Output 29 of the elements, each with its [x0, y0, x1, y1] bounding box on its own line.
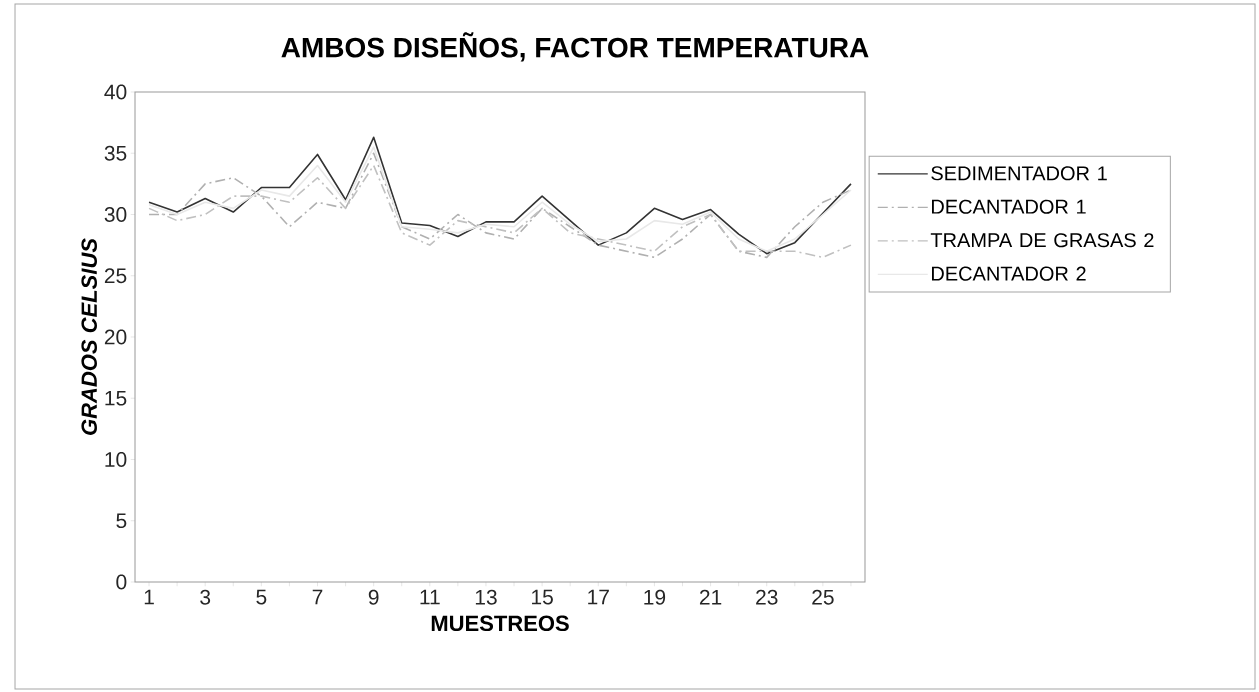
x-tick-label: 11 — [420, 589, 440, 605]
y-tick-label: 10 — [105, 452, 127, 467]
legend-label: DECANTADOR 2 — [932, 266, 1086, 281]
x-tick-label: 21 — [699, 589, 722, 605]
y-tick-label: 40 — [104, 84, 127, 100]
x-tick-label: 17 — [588, 589, 609, 605]
x-tick-label: 15 — [532, 589, 553, 605]
y-tick-label: 35 — [104, 145, 127, 161]
x-tick-label: 19 — [644, 589, 666, 605]
y-tick-label: 15 — [105, 390, 127, 406]
x-tick-label: 25 — [812, 589, 834, 605]
legend-label: TRAMPA DE GRASAS 2 — [930, 233, 1154, 248]
legend-label: DECANTADOR 1 — [932, 199, 1086, 214]
y-tick-label: 30 — [104, 207, 127, 222]
x-tick-label: 7 — [312, 589, 323, 605]
x-axis-title: MUESTREOS — [431, 615, 569, 632]
x-tick-label: 9 — [368, 589, 379, 605]
legend-label: SEDIMENTADOR 1 — [931, 166, 1107, 181]
x-tick-label: 1 — [144, 589, 154, 605]
y-tick-label: 5 — [116, 513, 127, 529]
x-tick-label: 23 — [756, 589, 778, 605]
x-tick-label: 3 — [200, 589, 211, 605]
y-axis-title: GRADOS CELSIUS — [81, 238, 97, 435]
x-tick-label: 13 — [475, 589, 497, 605]
y-tick-label: 20 — [104, 329, 127, 345]
y-tick-label: 0 — [116, 574, 127, 590]
y-tick-label: 25 — [104, 268, 127, 284]
chart-title: AMBOS DISEÑOS, FACTOR TEMPERATURA — [281, 32, 869, 62]
x-tick-label: 5 — [256, 589, 267, 605]
